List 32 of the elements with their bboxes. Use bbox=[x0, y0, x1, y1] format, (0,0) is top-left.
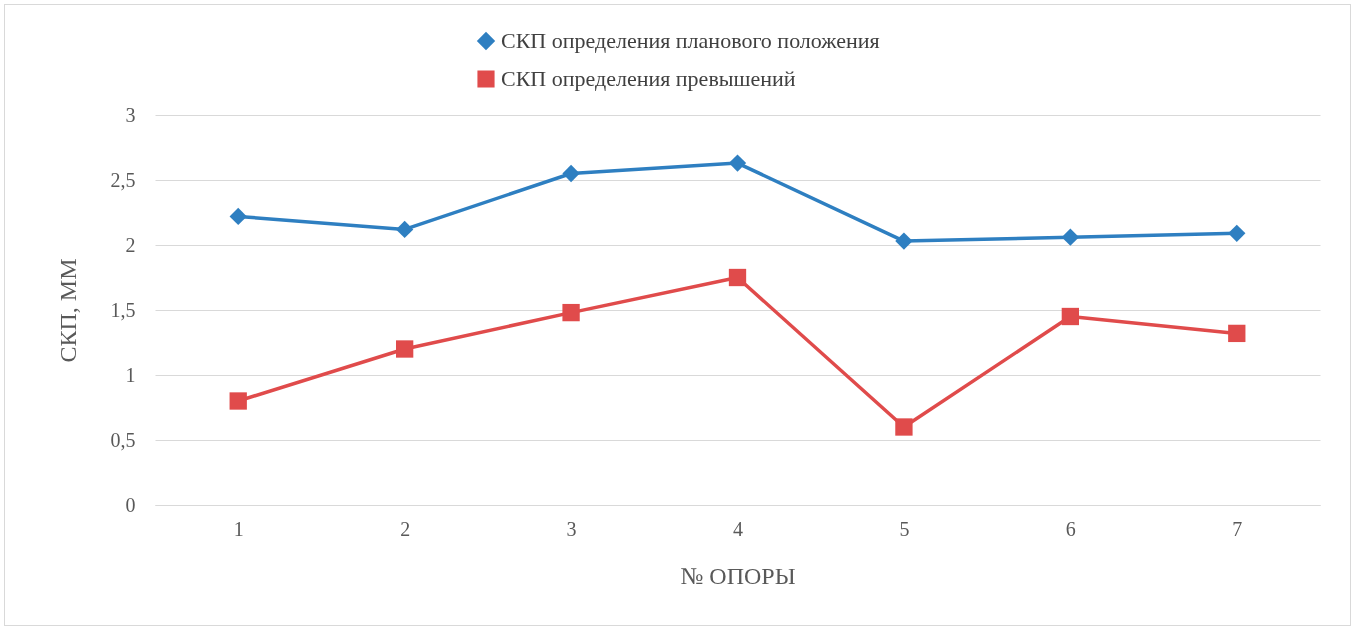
y-tick-label: 0,5 bbox=[110, 428, 136, 451]
y-tick-label: 1,5 bbox=[110, 298, 136, 321]
point bbox=[229, 392, 247, 410]
point bbox=[395, 220, 414, 239]
point bbox=[1061, 307, 1080, 326]
x-tick-label: 7 bbox=[1232, 517, 1243, 540]
point bbox=[562, 303, 580, 322]
y-tick-label: 1 bbox=[125, 363, 136, 386]
y-axis-title: СКП, ММ bbox=[54, 258, 81, 363]
point bbox=[562, 164, 580, 183]
point bbox=[728, 268, 747, 287]
y-tick-label: 2 bbox=[125, 233, 136, 256]
x-tick-label: 5 bbox=[899, 517, 910, 540]
point bbox=[895, 418, 913, 436]
point bbox=[1228, 224, 1246, 242]
point bbox=[1228, 324, 1246, 343]
legend-label: СКП определения превышений bbox=[501, 66, 796, 91]
x-axis-title: № ОПОРЫ bbox=[680, 562, 796, 589]
x-tick-label: 6 bbox=[1065, 517, 1076, 540]
x-tick-label: 1 bbox=[233, 517, 244, 540]
x-tick-label: 2 bbox=[400, 517, 411, 540]
y-tick-label: 0 bbox=[125, 493, 136, 516]
x-tick-label: 3 bbox=[566, 517, 577, 540]
y-tick-label: 3 bbox=[125, 103, 136, 126]
point bbox=[1061, 228, 1080, 246]
y-tick-label: 2,5 bbox=[110, 168, 136, 191]
x-tick-label: 4 bbox=[733, 517, 743, 540]
point bbox=[395, 340, 414, 358]
point bbox=[895, 232, 913, 250]
legend-label: СКП определения планового положения bbox=[501, 28, 880, 53]
point bbox=[229, 207, 247, 226]
point bbox=[728, 154, 747, 172]
